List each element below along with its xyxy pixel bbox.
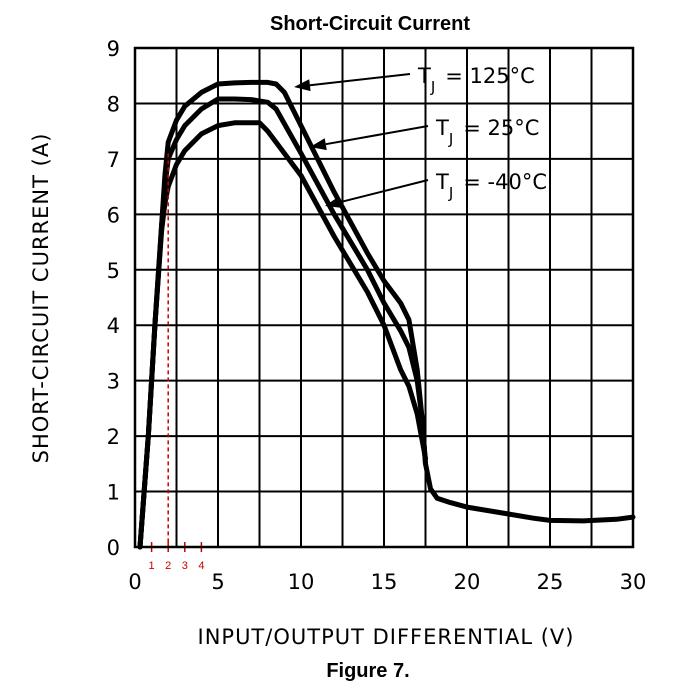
reference-marker-label: 4 xyxy=(198,560,204,572)
plot-frame xyxy=(133,46,635,549)
chart-title: Short-Circuit Current xyxy=(270,13,470,35)
annotation-label: TJ = 125°C xyxy=(417,64,535,96)
annotation-arrowhead xyxy=(325,196,342,208)
series-line-2 xyxy=(137,120,428,550)
annotation-arrow-line xyxy=(340,179,429,204)
y-tick-label: 1 xyxy=(107,481,120,505)
annotation-label: TJ = -40°C xyxy=(435,170,547,202)
annotation-2: TJ = -40°C xyxy=(325,170,547,208)
y-tick-label: 9 xyxy=(107,37,120,61)
annotation-arrowhead xyxy=(294,79,311,92)
reference-marker-label: 2 xyxy=(165,560,171,572)
x-tick-label: 0 xyxy=(128,570,141,594)
annotation-arrowhead xyxy=(310,138,327,151)
annotation-value: = 125°C xyxy=(445,64,535,88)
x-tick-label: 15 xyxy=(371,570,398,594)
annotation-value: = -40°C xyxy=(463,170,547,194)
annotations: TJ = 125°CTJ = 25°CTJ = -40°C xyxy=(294,64,547,208)
y-tick-label: 7 xyxy=(107,148,120,172)
annotation-subscript: J xyxy=(448,184,453,202)
annotation-value: = 25°C xyxy=(463,116,539,140)
x-axis-label: INPUT/OUTPUT DIFFERENTIAL (V) xyxy=(198,625,575,649)
y-tick-label: 5 xyxy=(107,259,120,283)
y-tick-label: 3 xyxy=(107,370,120,394)
annotation-arrow-line xyxy=(309,73,411,87)
reference-marker-label: 1 xyxy=(149,560,155,572)
x-tick-label: 5 xyxy=(211,570,224,594)
annotation-label: TJ = 25°C xyxy=(435,116,539,148)
figure-caption: Figure 7. xyxy=(326,660,409,682)
x-tick-label: 10 xyxy=(288,570,315,594)
annotation-subscript: J xyxy=(448,130,453,148)
x-tick-label: 30 xyxy=(620,570,647,594)
x-tick-label: 25 xyxy=(537,570,564,594)
x-tick-label: 20 xyxy=(454,570,481,594)
y-tick-label: 4 xyxy=(107,314,120,338)
y-tick-label: 0 xyxy=(107,536,120,560)
y-tick-label: 6 xyxy=(107,203,120,227)
series-lines xyxy=(137,79,636,550)
y-axis-label: SHORT-CIRCUIT CURRENT (A) xyxy=(29,133,53,464)
reference-marker-label: 3 xyxy=(182,560,188,572)
annotation-subscript: J xyxy=(430,78,435,96)
annotation-0: TJ = 125°C xyxy=(294,64,535,96)
y-tick-label: 8 xyxy=(107,92,120,116)
annotation-arrow-line xyxy=(325,125,429,146)
y-tick-label: 2 xyxy=(107,425,120,449)
series-line-0 xyxy=(137,79,636,550)
